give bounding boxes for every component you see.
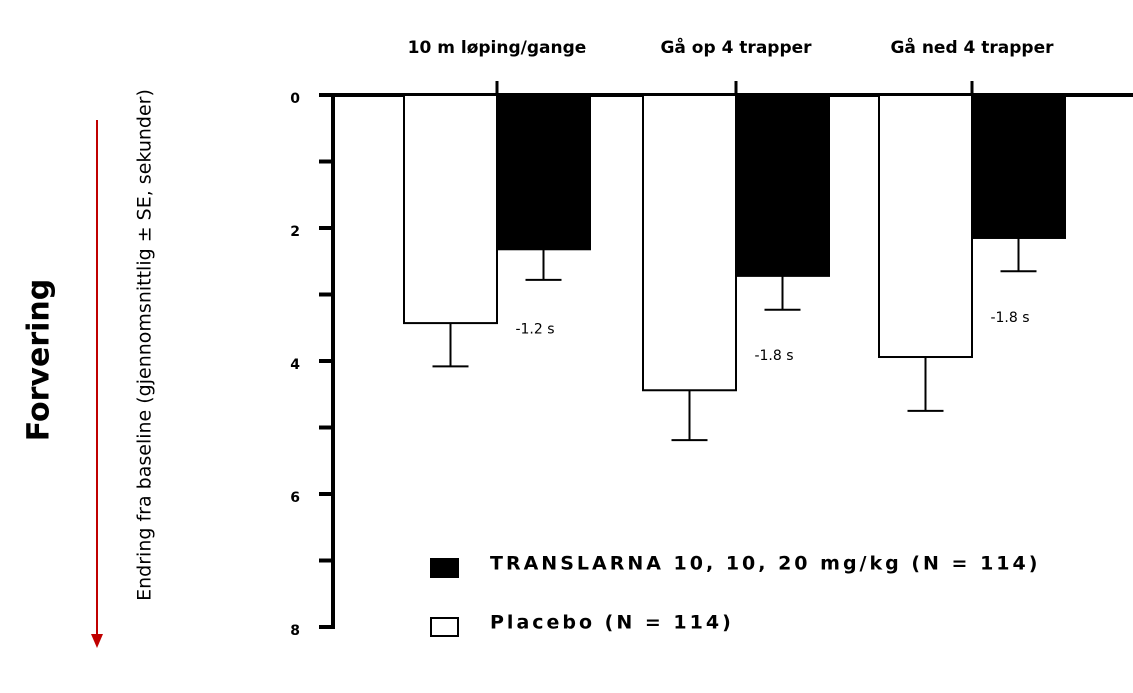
- bar: [878, 94, 973, 359]
- y-axis-label: Endring fra baseline (gjennomsnittlig ± …: [134, 89, 156, 601]
- bar: [971, 94, 1066, 239]
- bar: [403, 94, 498, 325]
- legend-swatch: [430, 558, 459, 578]
- bar: [496, 94, 591, 251]
- annotation: -1.2 s: [515, 321, 554, 337]
- legend-label: TRANSLARNA 10, 10, 20 mg/kg (N = 114): [490, 553, 1040, 575]
- category-label: Gå op 4 trapper: [660, 36, 812, 58]
- arrow-head: [91, 634, 103, 648]
- category-label: 10 m løping/gange: [408, 38, 587, 58]
- y-tick-label: 6: [290, 490, 300, 506]
- bar: [642, 94, 737, 392]
- bar: [735, 94, 830, 277]
- y-tick-label: 2: [290, 224, 300, 240]
- y-tick-label: 0: [290, 91, 300, 107]
- annotation: -1.8 s: [754, 348, 793, 364]
- legend-swatch: [430, 617, 459, 637]
- direction-label: Forvering: [22, 279, 57, 442]
- legend-label: Placebo (N = 114): [490, 612, 734, 634]
- y-tick-label: 4: [290, 357, 300, 373]
- category-label: Gå ned 4 trapper: [890, 36, 1054, 58]
- annotation: -1.8 s: [990, 310, 1029, 326]
- y-tick-label: 8: [290, 623, 300, 639]
